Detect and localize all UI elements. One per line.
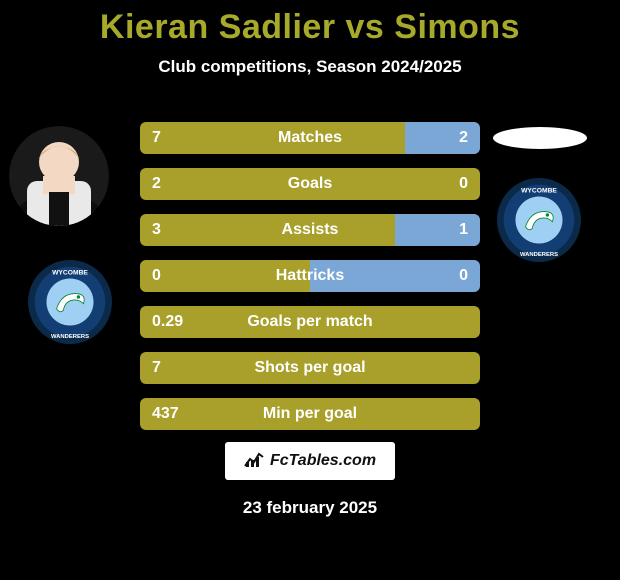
page-title: Kieran Sadlier vs Simons [0, 0, 620, 47]
stat-row: 0.29Goals per match [140, 306, 480, 338]
stat-row: 437Min per goal [140, 398, 480, 430]
stat-label: Goals [140, 168, 480, 200]
stat-row: 72Matches [140, 122, 480, 154]
stat-label: Shots per goal [140, 352, 480, 384]
stat-row: 00Hattricks [140, 260, 480, 292]
svg-text:WYCOMBE: WYCOMBE [521, 187, 557, 194]
date-text: 23 february 2025 [0, 498, 620, 518]
stat-label: Goals per match [140, 306, 480, 338]
stat-label: Min per goal [140, 398, 480, 430]
player-avatar-icon [9, 126, 109, 226]
stat-label: Hattricks [140, 260, 480, 292]
stat-label: Matches [140, 122, 480, 154]
source-badge-text: FcTables.com [270, 452, 376, 470]
stats-bars: 72Matches 20Goals 31Assists 00Hattricks 0.29… [140, 122, 480, 444]
stat-row: 31Assists [140, 214, 480, 246]
svg-text:WANDERERS: WANDERERS [520, 252, 558, 258]
stat-row: 7Shots per goal [140, 352, 480, 384]
club-left-badge: WYCOMBE WANDERERS [28, 260, 112, 344]
fctables-logo-icon [244, 449, 264, 474]
player-left-avatar [9, 126, 109, 226]
player-right-placeholder [493, 127, 587, 149]
stat-row: 20Goals [140, 168, 480, 200]
subtitle: Club competitions, Season 2024/2025 [0, 57, 620, 77]
svg-text:WYCOMBE: WYCOMBE [52, 269, 88, 276]
stat-label: Assists [140, 214, 480, 246]
club-right-badge: WYCOMBE WANDERERS [497, 178, 581, 262]
source-badge: FcTables.com [225, 442, 395, 480]
svg-text:WANDERERS: WANDERERS [51, 334, 89, 340]
